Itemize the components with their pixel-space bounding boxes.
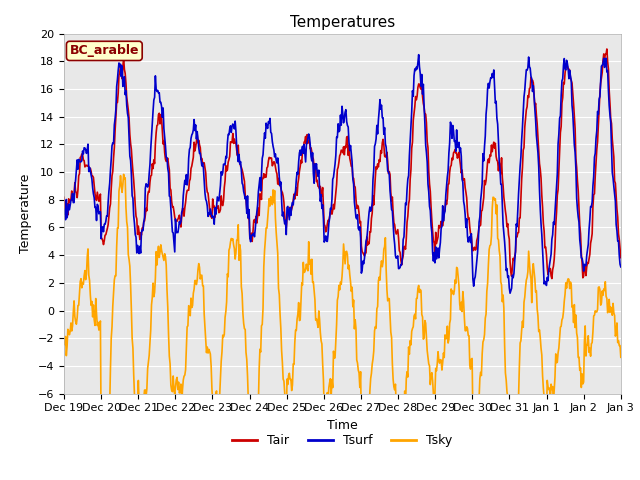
X-axis label: Time: Time <box>327 419 358 432</box>
Tair <box>617 255 625 261</box>
Title: Temperatures: Temperatures <box>290 15 395 30</box>
Tsurf <box>428 222 435 228</box>
Tair <box>548 276 556 281</box>
Tair <box>60 194 68 200</box>
Tsurf <box>415 52 422 58</box>
Tsky <box>185 303 193 309</box>
Tsurf <box>214 194 221 200</box>
Legend: Tair, Tsurf, Tsky: Tair, Tsurf, Tsky <box>227 429 458 452</box>
Tsky <box>617 354 625 360</box>
Tair <box>603 46 611 52</box>
Tair <box>214 205 221 211</box>
Tair <box>70 192 78 198</box>
Tsky <box>412 316 419 322</box>
Tair <box>184 187 192 193</box>
Tsurf <box>60 211 68 216</box>
Text: BC_arable: BC_arable <box>70 44 139 58</box>
Line: Tair: Tair <box>64 49 621 278</box>
Tsky <box>214 405 222 411</box>
Tsky <box>120 171 127 177</box>
Tsky <box>428 370 436 375</box>
Tsurf <box>127 171 135 177</box>
Tsky <box>360 453 368 458</box>
Tair <box>426 189 434 194</box>
Tair <box>127 146 135 152</box>
Tsurf <box>410 73 418 79</box>
Line: Tsky: Tsky <box>64 174 621 456</box>
Tsurf <box>184 176 192 181</box>
Tsky <box>128 336 136 341</box>
Line: Tsurf: Tsurf <box>64 55 621 293</box>
Tsky <box>60 340 68 346</box>
Tair <box>410 111 418 117</box>
Tsurf <box>617 264 625 270</box>
Tsurf <box>506 290 514 296</box>
Tsky <box>70 298 78 304</box>
Tsurf <box>70 200 78 205</box>
Y-axis label: Temperature: Temperature <box>19 174 32 253</box>
